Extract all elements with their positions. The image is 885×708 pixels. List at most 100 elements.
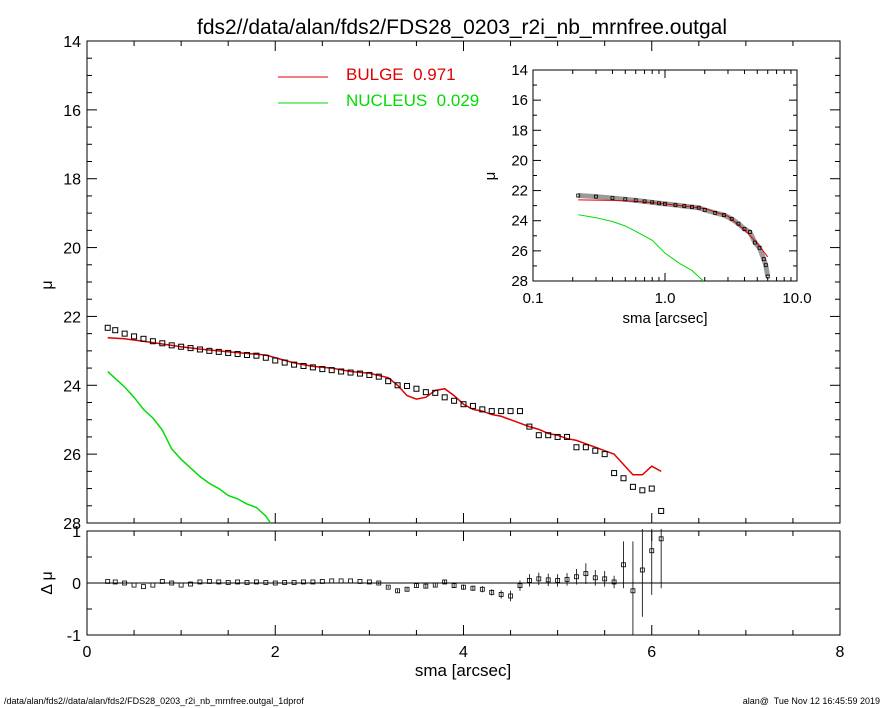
residual-point [432,582,438,588]
main-data-point [328,367,335,374]
inset-data-point [763,263,768,268]
residual-point [423,583,429,589]
residual-point [329,578,335,584]
residual-xtick-label: 4 [459,644,468,661]
main-data-point [564,433,571,440]
residual-point [536,576,542,582]
residual-point [470,585,476,591]
inset-ytick-label: 16 [511,92,528,109]
residual-point [197,579,203,585]
residual-point [479,586,485,592]
inset-data-point [673,203,678,207]
main-data-point [104,324,111,331]
legend-bulge-label: BULGE 0.971 [346,65,456,84]
residual-point [376,580,382,586]
residual-point [301,579,306,585]
inset-ytick-label: 18 [511,122,528,139]
residual-point [263,580,269,585]
main-data-point [611,470,618,477]
inset-data-point [642,199,647,204]
main-data-point [140,335,147,342]
main-ytick-label: 14 [63,34,81,51]
residual-ylabel: Δ μ [39,571,56,594]
residual-point [169,580,175,586]
main-data-point [573,444,580,451]
main-ytick-label: 24 [63,378,81,395]
main-ytick-label: 18 [63,172,81,189]
residual-point [216,579,222,585]
inset-plot-area: 14 16 18 20 22 24 26 280.1 1.0 10.0 [511,62,811,307]
inset-data-point [753,240,757,245]
main-data-point [178,343,185,350]
inset-data-point [761,257,766,262]
residual-point [206,579,212,584]
inset-data-point [633,198,638,203]
footer-user-timestamp: alan@ Tue Nov 12 16:45:59 2019 [743,696,880,706]
main-data-point [385,378,392,385]
main-data-point [451,397,458,404]
main-data-point [149,338,156,345]
main-ytick-label: 28 [63,516,81,533]
residual-point [592,575,598,581]
inset-data-point [696,205,701,210]
residual-point [291,580,297,585]
inset-ytick-label: 26 [511,243,528,260]
residual-point [112,579,118,585]
residual-point [319,579,325,584]
residual-point [639,567,645,573]
main-data-point [347,369,354,376]
inset-plot-frame [532,69,798,282]
main-data-point [658,507,665,514]
inset-data-point [576,193,581,198]
residual-point [225,580,231,585]
residual-point [574,574,579,580]
main-data-point [196,346,203,353]
inset-data-point [610,196,615,201]
inset-data-point [722,213,726,218]
main-data-point [479,406,486,413]
main-data-point [620,475,627,482]
residual-point [658,536,664,542]
inset-data-point [682,204,687,208]
residual-point [310,579,316,585]
inset-data-point [650,200,655,205]
main-data-point [225,349,232,356]
main-data-point [535,432,542,439]
main-ytick-label: 20 [63,241,81,258]
residual-point [395,588,401,594]
main-data-point [300,363,307,370]
residual-point [489,589,495,595]
residual-point [555,578,561,583]
residual-point [235,579,241,585]
main-data-point [554,433,561,440]
main-data-point [234,350,241,357]
inset-data-point [736,221,741,226]
inset-data-point [594,194,598,199]
chart-title: fds2//data/alan/fds2/FDS28_0203_r2i_nb_m… [197,16,727,39]
main-ytick-label: 22 [63,309,81,326]
main-data-point [648,485,655,492]
legend-nucleus-label: NUCLEUS 0.029 [346,91,479,110]
inset-nucleus-line [578,214,704,282]
residual-point [583,571,589,577]
inset-data-point [690,205,694,209]
residual-point [254,579,259,585]
residual-point [526,578,532,583]
residual-ytick-label: -1 [67,628,81,645]
residual-point [498,592,504,597]
main-data-point [215,348,222,355]
main-data-point [545,432,552,439]
main-data-point [422,389,429,396]
main-data-point [187,345,194,352]
residual-point [178,582,184,588]
main-data-point [441,394,448,401]
residual-xtick-label: 0 [83,644,92,661]
residual-point [602,576,608,582]
inset-data-point [702,207,707,212]
residual-point [649,548,655,554]
residual-point [282,580,288,585]
main-data-point [498,408,505,415]
residual-point [442,579,448,585]
residual-ytick-label: 0 [72,576,81,593]
